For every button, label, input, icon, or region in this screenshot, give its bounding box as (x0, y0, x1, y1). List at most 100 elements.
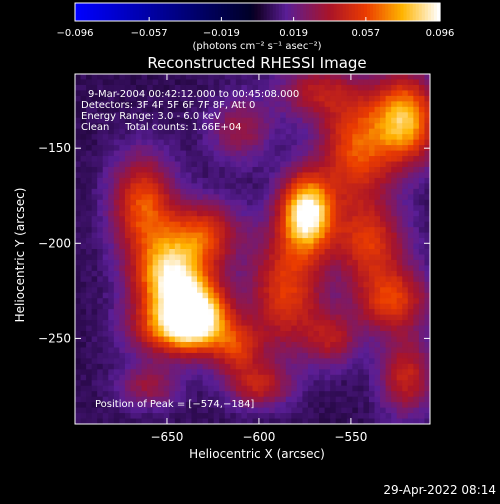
heatmap-cell (180, 194, 187, 201)
heatmap-cell (86, 352, 93, 359)
heatmap-cell (285, 358, 292, 365)
heatmap-cell (413, 183, 420, 190)
heatmap-cell (202, 183, 209, 190)
heatmap-cell (246, 303, 253, 310)
heatmap-cell (368, 396, 376, 403)
heatmap-cell (352, 407, 359, 414)
heatmap-cell (258, 385, 265, 392)
heatmap-cell (235, 402, 242, 409)
colorbar-cell (397, 3, 402, 21)
heatmap-cell (185, 374, 192, 381)
heatmap-cell (263, 314, 270, 321)
heatmap-cell (91, 292, 98, 299)
heatmap-cell (213, 402, 220, 409)
heatmap-cell (418, 227, 425, 234)
heatmap-cell (252, 298, 259, 305)
heatmap-cell (385, 358, 392, 365)
heatmap-cell (335, 74, 342, 80)
heatmap-cell (407, 156, 414, 162)
heatmap-cell (197, 227, 204, 234)
heatmap-cell (141, 265, 148, 272)
heatmap-cell (235, 238, 242, 245)
heatmap-cell (302, 314, 309, 321)
heatmap-cell (152, 358, 159, 365)
heatmap-cell (158, 396, 165, 403)
heatmap-cell (136, 265, 143, 272)
heatmap-cell (357, 287, 364, 294)
heatmap-cell (402, 79, 409, 86)
heatmap-cell (97, 336, 104, 343)
heatmap-cell (152, 84, 159, 91)
heatmap-cell (208, 347, 215, 354)
heatmap-cell (152, 205, 159, 212)
heatmap-cell (407, 139, 414, 146)
heatmap-cell (224, 79, 231, 86)
heatmap-cell (147, 358, 154, 365)
heatmap-cell (158, 238, 165, 245)
heatmap-cell (124, 183, 131, 190)
heatmap-cell (113, 418, 120, 425)
heatmap-cell (213, 298, 220, 305)
heatmap-cell (80, 117, 87, 124)
heatmap-cell (258, 249, 265, 255)
colorbar-cell (309, 3, 313, 21)
heatmap-cell (263, 303, 270, 310)
heatmap-cell (380, 391, 387, 398)
heatmap-cell (86, 199, 93, 206)
heatmap-cell (418, 238, 425, 245)
heatmap-cell (97, 74, 104, 80)
heatmap-cell (152, 418, 159, 425)
heatmap-cell (91, 303, 98, 310)
heatmap-cell (158, 374, 165, 381)
heatmap-cell (163, 303, 170, 310)
heatmap-cell (202, 363, 209, 370)
heatmap-cell (319, 331, 326, 337)
heatmap-cell (230, 106, 237, 113)
heatmap-cell (319, 413, 326, 420)
heatmap-cell (363, 265, 370, 272)
heatmap-cell (180, 112, 187, 119)
heatmap-cell (363, 79, 370, 86)
heatmap-cell (97, 254, 104, 261)
heatmap-cell (169, 150, 176, 157)
heatmap-cell (413, 134, 420, 141)
heatmap-cell (130, 238, 137, 245)
heatmap-cell (418, 216, 425, 223)
heatmap-cell (302, 374, 309, 381)
heatmap-cell (407, 232, 414, 239)
heatmap-cell (330, 396, 337, 403)
heatmap-cell (185, 112, 192, 119)
heatmap-cell (158, 112, 165, 119)
heatmap-cell (368, 391, 376, 398)
heatmap-cell (152, 347, 159, 354)
heatmap-cell (202, 314, 209, 321)
heatmap-cell (124, 161, 131, 168)
heatmap-cell (75, 254, 82, 261)
heatmap-cell (313, 216, 320, 223)
heatmap-cell (357, 331, 364, 337)
heatmap-cell (224, 199, 231, 206)
heatmap-cell (413, 117, 420, 124)
heatmap-cell (219, 74, 226, 80)
heatmap-cell (235, 172, 242, 179)
heatmap-cell (252, 265, 259, 272)
heatmap-cell (263, 265, 270, 272)
heatmap-cell (296, 287, 303, 294)
heatmap-cell (163, 309, 170, 316)
heatmap-cell (374, 128, 381, 135)
heatmap-cell (291, 205, 298, 212)
heatmap-cell (380, 166, 387, 173)
heatmap-cell (219, 287, 226, 294)
heatmap-cell (352, 139, 359, 146)
heatmap-cell (180, 287, 187, 294)
heatmap-cell (291, 95, 298, 102)
heatmap-cell (213, 128, 220, 135)
heatmap-cell (152, 369, 159, 376)
heatmap-cell (263, 402, 270, 409)
heatmap-cell (363, 281, 370, 288)
heatmap-cell (197, 210, 204, 217)
heatmap-cell (197, 128, 204, 135)
heatmap-cell (335, 380, 342, 387)
heatmap-cell (291, 177, 298, 184)
heatmap-cell (136, 402, 143, 409)
